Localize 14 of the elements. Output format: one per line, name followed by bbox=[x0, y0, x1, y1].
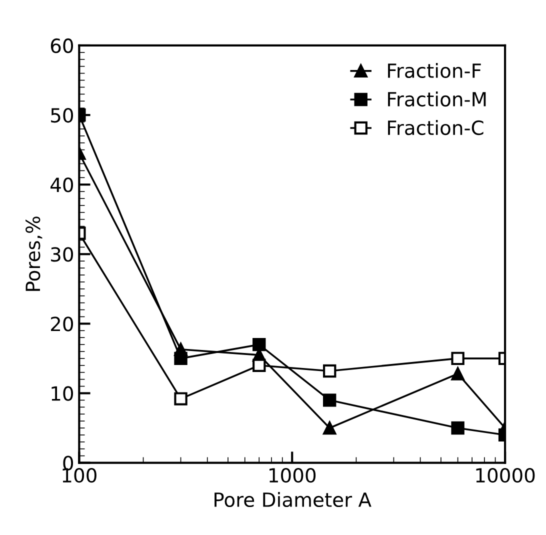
x-tick-label: 100 bbox=[62, 468, 96, 483]
x-tick-label: 10000 bbox=[476, 468, 535, 483]
y-tick-label: 30 bbox=[51, 247, 74, 262]
legend-label: Fraction-M bbox=[388, 92, 486, 107]
x-axis-title: Pore Diameter A bbox=[214, 492, 372, 508]
y-tick-label: 10 bbox=[52, 386, 74, 401]
y-axis-title: Pores,% bbox=[26, 216, 42, 291]
x-tick-label: 1000 bbox=[270, 468, 316, 483]
y-tick-label: 20 bbox=[50, 316, 74, 332]
y-tick-label: 40 bbox=[50, 178, 74, 192]
y-tick-label: 50 bbox=[51, 108, 74, 123]
y-tick-label: 60 bbox=[50, 38, 74, 54]
legend-label: Fraction-F bbox=[388, 62, 481, 78]
legend-label: Fraction-C bbox=[388, 120, 484, 136]
